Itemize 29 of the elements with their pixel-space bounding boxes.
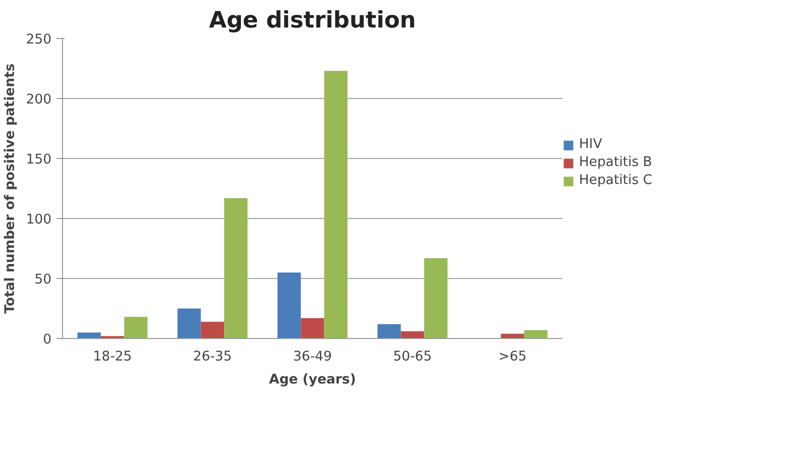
x-tick-label: 18-25 <box>93 350 132 364</box>
bar <box>178 308 201 338</box>
bar <box>378 324 401 338</box>
bar <box>278 272 301 338</box>
x-tick-label: 50-65 <box>393 350 432 364</box>
bar <box>324 70 348 338</box>
chart-title: Age distribution <box>209 8 416 34</box>
y-tick-label: 200 <box>26 92 52 108</box>
bar <box>500 334 524 338</box>
bar <box>300 318 324 338</box>
y-axis-title: Total number of positive patients <box>3 63 18 314</box>
y-tick-label: 150 <box>26 152 52 168</box>
y-tick-label: 0 <box>43 332 52 348</box>
x-axis-title: Age (years) <box>269 372 356 388</box>
bar <box>78 332 101 338</box>
y-tick-label: 100 <box>26 212 52 228</box>
x-tick-label: 26-35 <box>193 350 232 364</box>
y-tick-label: 50 <box>34 272 52 288</box>
bar <box>224 198 248 338</box>
y-tick-label: 250 <box>26 32 52 48</box>
bar <box>200 322 224 338</box>
x-tick-label: 36-49 <box>293 350 332 364</box>
legend-label: HIV <box>579 137 602 152</box>
bar <box>424 258 448 338</box>
x-tick-label: >65 <box>498 350 527 364</box>
bar <box>124 316 148 338</box>
legend-label: Hepatitis C <box>579 173 652 188</box>
bar <box>524 330 548 338</box>
legend-label: Hepatitis B <box>579 155 652 170</box>
